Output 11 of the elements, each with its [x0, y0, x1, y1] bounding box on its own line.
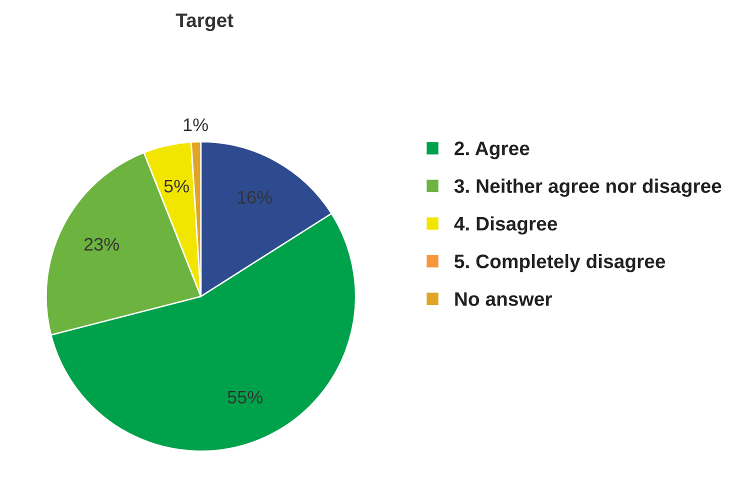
data-label: 16%	[238, 190, 272, 204]
data-label: 1%	[184, 118, 208, 132]
legend-label: 2. Agree	[454, 142, 530, 160]
legend-label: 4. Disagree	[454, 216, 558, 235]
legend-label: 5. Completely disagree	[454, 254, 666, 272]
data-label: 5%	[164, 180, 189, 193]
legend-label: 3. Neither agree nor disagree	[454, 178, 722, 197]
data-label: 55%	[228, 390, 263, 404]
legend-label: No answer	[455, 292, 552, 306]
data-label: 23%	[84, 238, 120, 251]
chart-title: Target	[176, 14, 234, 32]
